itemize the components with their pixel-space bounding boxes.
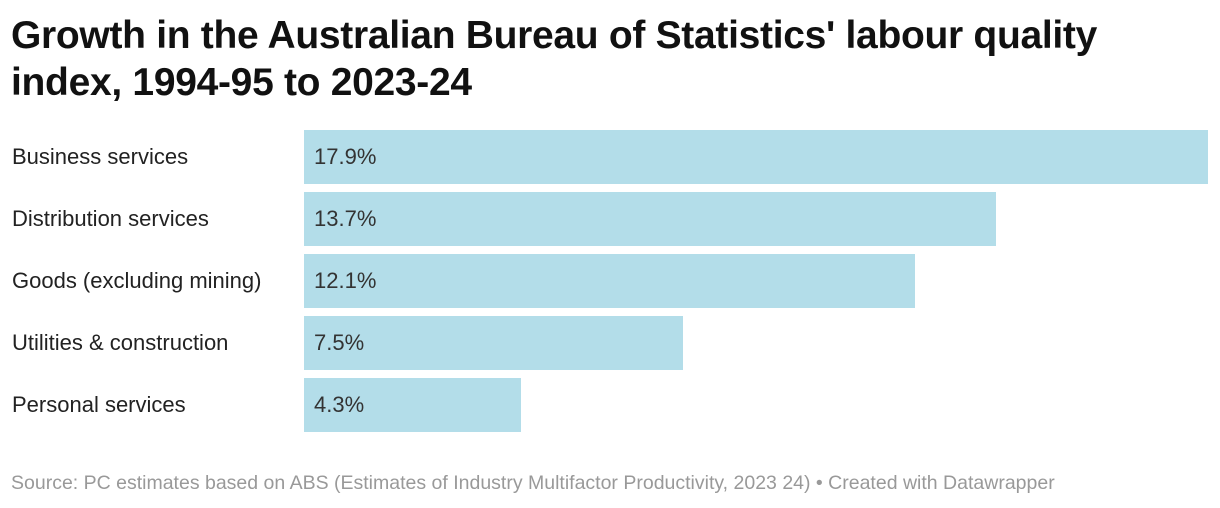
value-label: 12.1% — [314, 268, 377, 293]
bar-row: Business services 17.9% — [0, 130, 1220, 184]
category-label: Personal services — [12, 392, 186, 417]
category-label: Distribution services — [12, 206, 209, 231]
bar: 13.7% — [304, 192, 996, 246]
bar: 7.5% — [304, 316, 683, 370]
value-label: 17.9% — [314, 144, 377, 169]
category-label: Utilities & construction — [12, 330, 229, 355]
source-footer: Source: PC estimates based on ABS (Estim… — [11, 472, 1055, 494]
bar: 12.1% — [304, 254, 915, 308]
value-label: 4.3% — [314, 392, 365, 417]
value-label: 7.5% — [314, 330, 365, 355]
bar: 17.9% — [304, 130, 1208, 184]
chart-title: Growth in the Australian Bureau of Stati… — [11, 14, 1098, 104]
bar-chart: Business services 17.9% Distribution servi… — [0, 130, 1220, 435]
bar-row: Distribution services 13.7% — [0, 192, 1220, 246]
bar-row: Personal services 4.3% — [0, 378, 1220, 432]
bar-row: Utilities & construction 7.5% — [0, 316, 1220, 370]
category-label: Business services — [12, 144, 189, 169]
bar: 4.3% — [304, 378, 521, 432]
category-label: Goods (excluding mining) — [12, 268, 262, 293]
bar-row: Goods (excluding mining) 12.1% — [0, 254, 1220, 308]
value-label: 13.7% — [314, 206, 377, 231]
